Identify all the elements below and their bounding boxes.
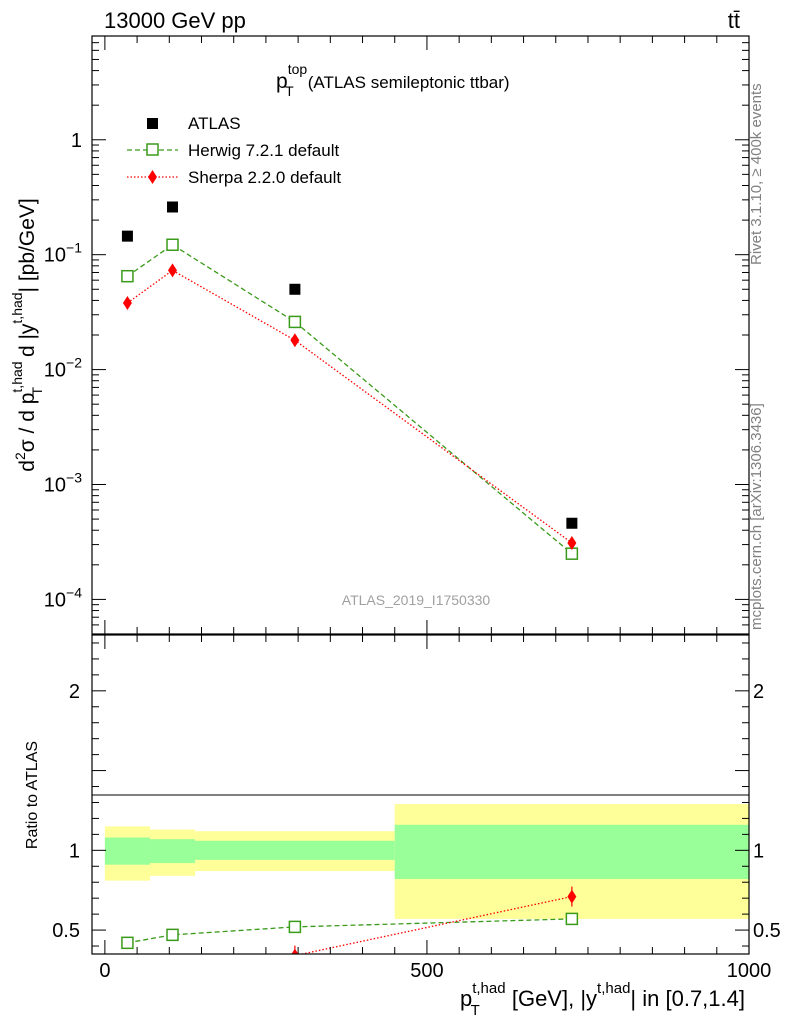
main-ytick-label-base: 10 <box>44 360 66 382</box>
ratio-axis-ticks: 0.5 0.5 1 1 2 2 0 500 1000 <box>52 635 781 982</box>
data-point-herwig <box>121 269 134 283</box>
data-point-herwig <box>166 238 179 252</box>
header-right: tt̄ <box>728 8 740 33</box>
data-point-atlas <box>566 517 578 529</box>
ratio-band-inner <box>104 837 150 865</box>
xlabel-mid: [GeV], |y <box>506 986 597 1011</box>
ratio-ylabel: Ratio to ATLAS <box>24 741 41 849</box>
ratio-series-layer <box>121 886 579 975</box>
watermark: ATLAS_2019_I1750330 <box>342 592 491 608</box>
legend-entry-sherpa: Sherpa 2.2.0 default <box>127 168 341 187</box>
ratio-point-sherpa <box>168 957 177 971</box>
ratio-xtick-label: 1000 <box>727 960 772 982</box>
legend-label-sherpa: Sherpa 2.2.0 default <box>188 168 341 187</box>
main-ylabel-part2: σ / d p <box>16 393 39 453</box>
xlabel-sub: T <box>471 1002 480 1019</box>
data-point-atlas <box>121 230 133 242</box>
data-point-herwig <box>288 315 302 329</box>
data-point-atlas <box>289 283 301 295</box>
ratio-frame <box>91 634 750 955</box>
series-line-1 <box>127 243 573 555</box>
ratio-point-sherpa <box>123 961 132 975</box>
ratio-band-inner <box>195 840 395 860</box>
main-ylabel-part1: d <box>16 460 39 472</box>
ratio-panel: 0.5 0.5 1 1 2 2 0 500 1000 Ratio to ATLAS <box>24 635 781 982</box>
ratio-ytick-label-left: 0.5 <box>52 920 80 942</box>
xlabel-sup2: t,had <box>597 980 630 997</box>
main-ylabel-part3: d |y <box>16 323 39 363</box>
xlabel-sup1: t,had <box>472 980 505 997</box>
main-axis-ticks: 10−410−310−210−11 <box>44 35 750 635</box>
main-title: ptop T (ATLAS semileptonic ttbar) <box>276 61 510 99</box>
main-ylabel-sup2: 2 <box>12 452 28 460</box>
ratio-point-sherpa <box>567 889 577 904</box>
title-sub: T <box>285 83 294 99</box>
main-panel: ptop T (ATLAS semileptonic ttbar) ATLAS_20… <box>9 35 750 635</box>
x-axis-label: pt,had T [GeV], |yt,had| in [0.7,1.4] <box>460 980 745 1019</box>
main-ytick-label-exp: −2 <box>66 355 82 371</box>
ratio-point-herwig <box>166 928 179 942</box>
ratio-band-inner <box>149 839 196 864</box>
main-ytick-label: 10−2 <box>44 355 82 382</box>
ratio-ytick-label-left: 2 <box>69 681 80 703</box>
ratio-band-inner <box>394 824 749 880</box>
data-point-sherpa <box>567 535 577 550</box>
main-ylabel: d2σ / d pt,had T d |yt,had| [pb/GeV] <box>9 198 45 471</box>
ratio-bands <box>104 804 749 919</box>
xlabel-p: p <box>460 986 472 1011</box>
series-line-2 <box>127 269 573 544</box>
title-sup: top <box>288 61 308 77</box>
legend-marker-atlas <box>147 118 158 129</box>
side-label-rivet: Rivet 3.1.10, ≥ 400k events <box>748 83 765 265</box>
title-rest: (ATLAS semileptonic ttbar) <box>308 73 510 92</box>
main-ytick-label-exp: −1 <box>66 240 82 256</box>
main-ylabel-sub-t: T <box>29 386 45 395</box>
main-ylabel-sup-had1: t,had <box>9 361 25 392</box>
side-label-mcplots: mcplots.cern.ch [arXiv:1306.3436] <box>748 403 765 630</box>
legend-entry-herwig: Herwig 7.2.1 default <box>127 141 339 160</box>
main-frame <box>91 35 750 635</box>
title-base: p <box>276 70 288 93</box>
main-ylabel-sup-had2: t,had <box>9 292 25 323</box>
main-ytick-label-base: 10 <box>44 589 66 611</box>
main-ytick-label: 10−1 <box>44 240 82 267</box>
xlabel-end: | in [0.7,1.4] <box>630 986 745 1011</box>
main-ytick-label-base: 10 <box>44 475 66 497</box>
ratio-ytick-label-left: 1 <box>69 840 80 862</box>
data-point-sherpa <box>290 333 300 348</box>
ratio-ytick-label-right: 2 <box>753 681 764 703</box>
header-left: 13000 GeV pp <box>104 8 246 33</box>
ratio-point-herwig <box>121 936 134 950</box>
legend-marker-sherpa <box>148 170 157 184</box>
legend-entry-atlas: ATLAS <box>147 114 241 133</box>
main-series-layer <box>121 201 579 560</box>
data-point-sherpa <box>168 263 178 278</box>
data-point-atlas <box>167 201 179 213</box>
main-ylabel-part4: | [pb/GeV] <box>16 198 39 292</box>
main-ytick-label-exp: −4 <box>66 584 82 600</box>
ratio-ytick-label-right: 0.5 <box>753 920 781 942</box>
ratio-point-herwig <box>565 912 579 926</box>
data-point-sherpa <box>122 295 132 310</box>
ratio-xtick-label: 0 <box>99 960 110 982</box>
legend-marker-herwig <box>146 143 159 156</box>
ratio-point-herwig <box>288 920 302 934</box>
legend-label-herwig: Herwig 7.2.1 default <box>188 141 339 160</box>
main-ytick-label: 10−3 <box>44 470 82 497</box>
ratio-ytick-label-right: 1 <box>753 840 764 862</box>
legend: ATLAS Herwig 7.2.1 default Sherpa 2.2.0 … <box>127 114 341 187</box>
main-ytick-label: 10−4 <box>44 584 82 611</box>
ratio-point-sherpa <box>291 948 299 954</box>
ratio-xtick-label: 500 <box>410 960 443 982</box>
ratio-series-line-0 <box>127 918 572 944</box>
main-ytick-label-exp: −3 <box>66 470 82 486</box>
main-ytick-label-base: 10 <box>44 245 66 267</box>
main-ytick-label: 1 <box>71 130 82 152</box>
legend-label-atlas: ATLAS <box>188 114 241 133</box>
